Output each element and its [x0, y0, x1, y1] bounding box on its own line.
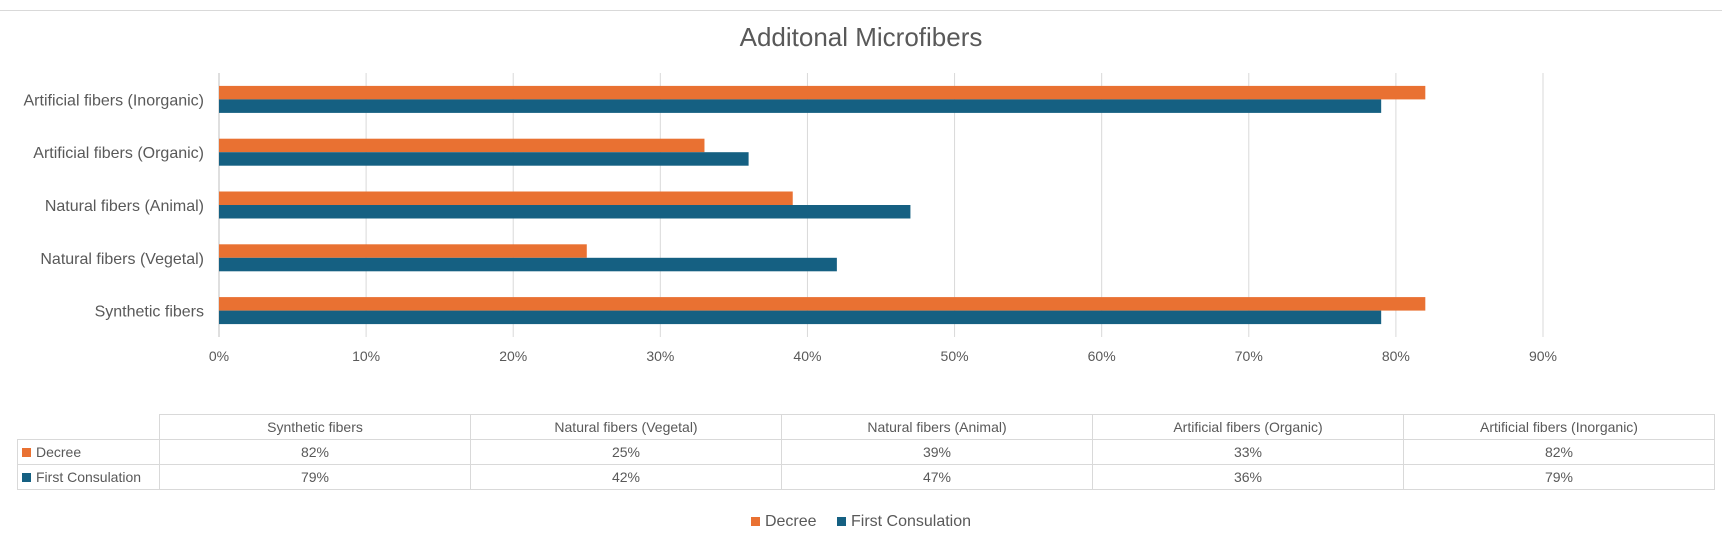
data-table-cell: 82% [1403, 439, 1715, 465]
x-tick-label: 40% [793, 348, 821, 364]
x-tick-label: 0% [209, 348, 229, 364]
chart-title: Additonal Microfibers [739, 22, 983, 52]
data-table-cell: 25% [470, 439, 782, 465]
data-table-cell: 42% [470, 464, 782, 490]
x-tick-label: 80% [1382, 348, 1410, 364]
bar-first-consulation [219, 99, 1382, 113]
legend-label: Decree [764, 513, 817, 530]
category-label: Synthetic fibers [95, 304, 204, 321]
category-label: Natural fibers (Animal) [45, 198, 204, 215]
x-tick-label: 60% [1088, 348, 1116, 364]
decree-swatch-icon [22, 448, 31, 457]
data-table-header: Synthetic fibers [159, 414, 471, 440]
legend-item-decree: Decree [750, 513, 817, 531]
legend-swatch-icon [836, 517, 846, 526]
bar-decree [219, 244, 587, 258]
bar-first-consulation [219, 257, 837, 272]
data-table-cell: 39% [781, 439, 1093, 465]
data-table-header: Artificial fibers (Organic) [1092, 414, 1404, 440]
data-table-cell: 79% [159, 464, 471, 490]
first-consulation-swatch-icon [22, 473, 31, 482]
category-label: Artificial fibers (Organic) [33, 145, 204, 162]
data-table-row-first-consulation: First Consulation 79% 42% 47% 36% 79% [17, 464, 1715, 490]
x-tick-label: 70% [1235, 348, 1263, 364]
bar-decree [219, 191, 793, 205]
data-table-corner [17, 414, 160, 440]
bar-decree [219, 297, 1426, 311]
data-table-header: Artificial fibers (Inorganic) [1403, 414, 1715, 440]
data-table-row-label: Decree [17, 439, 160, 465]
x-tick-label: 50% [941, 348, 969, 364]
data-table-header-row: Synthetic fibers Natural fibers (Vegetal… [17, 414, 1715, 440]
x-tick-label: 30% [646, 348, 674, 364]
x-tick-label: 20% [499, 348, 527, 364]
bar-chart: 0% 10% 20% 30% 40% 50% 60% 70% 80% 90% Synthetic f… [24, 73, 1557, 364]
legend-label: First Consulation [850, 513, 972, 530]
bar-first-consulation [219, 152, 749, 166]
category-label: Artificial fibers (Inorganic) [24, 92, 205, 109]
data-table-row-label: First Consulation [17, 464, 160, 490]
legend-item-first-consulation: First Consulation [836, 513, 972, 531]
data-table-cell: 47% [781, 464, 1093, 490]
bar-first-consulation [219, 310, 1382, 325]
bar-decree [219, 138, 705, 153]
legend-swatch-icon [750, 517, 760, 526]
category-label: Natural fibers (Vegetal) [40, 251, 204, 268]
data-table-row-label-text: First Consulation [36, 469, 142, 485]
data-table-header: Natural fibers (Animal) [781, 414, 1093, 440]
x-tick-label: 10% [352, 348, 380, 364]
data-table: Synthetic fibers Natural fibers (Vegetal… [17, 414, 1715, 490]
data-table-row-decree: Decree 82% 25% 39% 33% 82% [17, 439, 1715, 465]
top-divider [0, 10, 1722, 11]
data-table-cell: 36% [1092, 464, 1404, 490]
data-table-cell: 82% [159, 439, 471, 465]
bar-decree [219, 85, 1426, 100]
bar-first-consulation [219, 205, 911, 219]
data-table-header: Natural fibers (Vegetal) [470, 414, 782, 440]
data-table-cell: 33% [1092, 439, 1404, 465]
data-table-cell: 79% [1403, 464, 1715, 490]
legend: Decree First Consulation [0, 513, 1722, 531]
x-tick-label: 90% [1529, 348, 1557, 364]
data-table-row-label-text: Decree [36, 444, 82, 460]
